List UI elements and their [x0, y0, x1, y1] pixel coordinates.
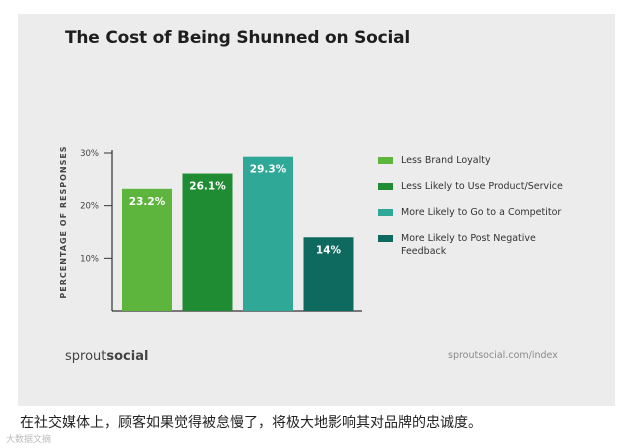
bar	[243, 156, 293, 311]
brand-bold: social	[106, 349, 149, 364]
legend-label: Less Brand Loyalty	[401, 155, 491, 166]
chart-legend: Less Brand Loyalty Less Likely to Use Pro…	[378, 154, 578, 271]
legend-item: More Likely to Post Negative Feedback	[378, 232, 578, 258]
legend-swatch	[378, 235, 393, 242]
legend-item: Less Likely to Use Product/Service	[378, 180, 578, 193]
legend-item: More Likely to Go to a Competitor	[378, 206, 578, 219]
bar-value-label: 26.1%	[189, 181, 226, 193]
bar-value-label: 23.2%	[129, 196, 166, 208]
legend-swatch	[378, 183, 393, 190]
legend-swatch	[378, 157, 393, 164]
y-axis-label: PERCENTAGE OF RESPONSES	[59, 145, 68, 298]
bar	[303, 237, 354, 311]
y-tick-label: 30%	[80, 149, 99, 159]
legend-label: More Likely to Post Negative Feedback	[401, 233, 536, 257]
legend-label: Less Likely to Use Product/Service	[401, 181, 563, 192]
legend-label: More Likely to Go to a Competitor	[401, 207, 562, 218]
chart-title: The Cost of Being Shunned on Social	[65, 28, 411, 48]
y-tick-label: 20%	[80, 202, 99, 212]
bar-value-label: 14%	[316, 244, 342, 256]
legend-item: Less Brand Loyalty	[378, 154, 578, 167]
chart-card	[18, 14, 615, 406]
legend-swatch	[378, 209, 393, 216]
sprout-social-logo: sproutsocial	[65, 349, 148, 364]
bar	[182, 173, 233, 311]
watermark: 大数据文摘	[6, 435, 52, 445]
caption-text: 在社交媒体上，顾客如果觉得被怠慢了，将极大地影响其对品牌的忠诚度。	[20, 415, 482, 431]
y-tick-label: 10%	[80, 254, 99, 264]
brand-light: sprout	[65, 349, 107, 364]
source-url: sproutsocial.com/index	[448, 350, 558, 361]
bar	[122, 188, 172, 311]
bar-value-label: 29.3%	[250, 164, 287, 176]
